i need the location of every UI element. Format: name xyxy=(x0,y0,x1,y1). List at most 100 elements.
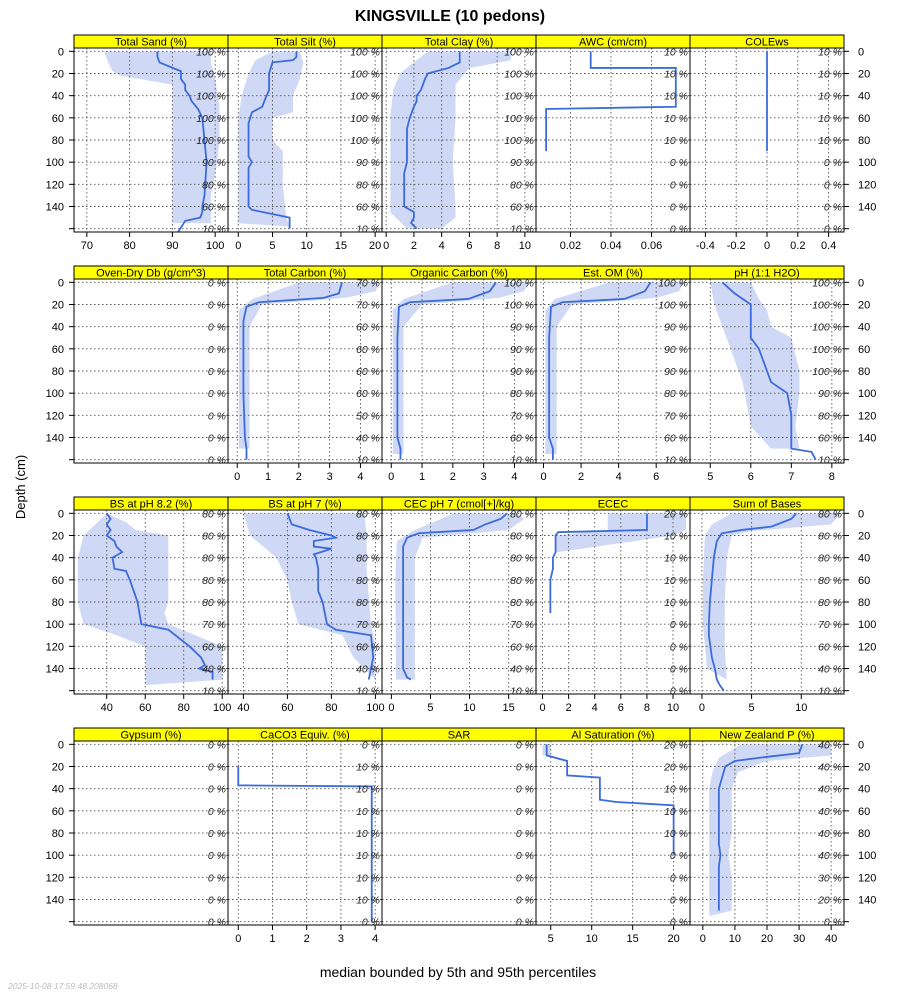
x-tick-label: 8 xyxy=(494,240,500,252)
x-tick-label: 70 xyxy=(81,240,93,252)
panel-data: 10 % 10 % 10 % 10 % 10 % 0 % 0 % 0 % 0 % xyxy=(536,46,690,232)
coverage-label: 90 % xyxy=(510,322,534,334)
y-tick-label: 120 xyxy=(858,641,876,653)
panel-title: Est. OM (%) xyxy=(583,268,643,280)
panel-title: CaCO3 Equiv. (%) xyxy=(260,730,350,742)
x-tick-label: 0 xyxy=(540,471,546,483)
coverage-label: 0 % xyxy=(516,895,534,907)
x-tick-label: 4 xyxy=(357,471,363,483)
y-tick-label: 40 xyxy=(858,91,870,103)
coverage-label: 40 % xyxy=(818,850,842,862)
coverage-label: 0 % xyxy=(824,917,842,929)
coverage-label: 10 % xyxy=(664,784,688,796)
coverage-label: 100 % xyxy=(350,68,380,80)
y-tick-label: 40 xyxy=(52,553,64,565)
x-tick-label: 80 xyxy=(178,702,190,714)
coverage-label: 40 % xyxy=(510,664,534,676)
coverage-label: 0 % xyxy=(362,917,380,929)
coverage-label: 0 % xyxy=(208,806,226,818)
y-tick-label: 40 xyxy=(858,322,870,334)
coverage-label: 60 % xyxy=(818,641,842,653)
x-tick-label: 80 xyxy=(123,240,135,252)
coverage-label: 0 % xyxy=(362,739,380,751)
coverage-label: 80 % xyxy=(356,508,380,520)
coverage-label: 60 % xyxy=(510,202,534,214)
coverage-label: 70 % xyxy=(356,299,380,311)
y-tick-label: 20 xyxy=(858,761,870,773)
x-tick-label: 5 xyxy=(749,702,755,714)
coverage-label: 80 % xyxy=(202,179,226,191)
x-tick-label: 60 xyxy=(281,702,293,714)
coverage-label: 0 % xyxy=(670,850,688,862)
x-tick-label: 80 xyxy=(325,702,337,714)
panel: ECEC 20 % 10 % 10 % 10 % 10 % 0 % 0 % 0 % 0 % 0 2 4 6… xyxy=(535,496,691,714)
panel-title: AWC (cm/cm) xyxy=(579,37,647,49)
y-tick-label: 120 xyxy=(46,872,64,884)
coverage-label: 90 % xyxy=(510,344,534,356)
x-tick-label: 40 xyxy=(237,702,249,714)
x-tick-label: 20 xyxy=(369,240,381,252)
coverage-label: 10 % xyxy=(664,46,688,58)
y-tick-label: 0 xyxy=(858,277,864,289)
y-tick-label: 140 xyxy=(858,664,876,676)
coverage-label: 60 % xyxy=(356,388,380,400)
x-tick-label: 5 xyxy=(548,933,554,945)
x-tick-label: 0.2 xyxy=(790,240,805,252)
x-tick-label: 4 xyxy=(439,240,445,252)
coverage-label: 90 % xyxy=(664,366,688,378)
x-axis-label: median bounded by 5th and 95th percentil… xyxy=(320,964,596,980)
coverage-label: 80 % xyxy=(510,553,534,565)
y-tick-label: 20 xyxy=(52,530,64,542)
panel: Gypsum (%) 0 % 0 % 0 % 0 % 0 % 0 % 0 % 0 % 0 % 0 20… xyxy=(46,727,229,929)
panel: Oven-Dry Db (g/cm^3)0 %0 %0 %0 %0 %0 %0 … xyxy=(46,265,229,464)
coverage-label: 40 % xyxy=(202,664,226,676)
coverage-label: 0 % xyxy=(208,917,226,929)
x-tick-label: 100 xyxy=(206,240,224,252)
coverage-label: 10 % xyxy=(356,872,380,884)
y-tick-label: 20 xyxy=(52,761,64,773)
x-tick-label: 15 xyxy=(503,702,515,714)
x-tick-label: 5 xyxy=(707,471,713,483)
figure-title: KINGSVILLE (10 pedons) xyxy=(355,8,545,25)
y-tick-label: 60 xyxy=(52,344,64,356)
coverage-label: 30 % xyxy=(818,872,842,884)
panel-title: BS at pH 8.2 (%) xyxy=(110,499,193,511)
median-line xyxy=(237,766,373,922)
y-tick-label: 20 xyxy=(52,299,64,311)
panel-data: 100 % 100 % 90 % 90 % 90 % 80 % 70 % 60 % 10 % xyxy=(382,279,536,463)
coverage-label: 10 % xyxy=(664,455,688,467)
coverage-label: 10 % xyxy=(664,530,688,542)
coverage-label: 20 % xyxy=(817,895,842,907)
x-tick-label: 5 xyxy=(427,702,433,714)
x-tick-label: 10 xyxy=(795,702,807,714)
panel-data: 80 % 80 % 80 % 80 % 80 % 70 % 60 % 40 % 10 % xyxy=(690,510,844,694)
coverage-label: 10 % xyxy=(356,828,380,840)
coverage-label: 70 % xyxy=(664,410,688,422)
coverage-label: 100 % xyxy=(196,91,226,103)
y-tick-label: 100 xyxy=(46,619,64,631)
coverage-label: 0 % xyxy=(670,202,688,214)
coverage-label: 10 % xyxy=(664,553,688,565)
x-tick-label: 10 xyxy=(586,933,598,945)
x-tick-label: 40 xyxy=(101,702,113,714)
coverage-label: 80 % xyxy=(202,553,226,565)
panel-data: 100 % 100 % 90 % 90 % 90 % 80 % 70 % 60 % 10 % xyxy=(536,277,690,467)
panel-data: 0 % 0 % 0 % 0 % 0 % 0 % 0 % 0 % 0 % xyxy=(74,279,228,463)
x-tick-label: 1 xyxy=(419,471,425,483)
coverage-label: 60 % xyxy=(356,366,380,378)
coverage-label: 80 % xyxy=(818,575,842,587)
median-line xyxy=(402,512,508,681)
coverage-label: 80 % xyxy=(818,597,842,609)
coverage-label: 100 % xyxy=(658,277,688,289)
y-tick-label: 60 xyxy=(858,344,870,356)
panel-title: Total Carbon (%) xyxy=(264,268,347,280)
coverage-label: 0 % xyxy=(670,686,688,698)
y-tick-label: 80 xyxy=(52,135,64,147)
coverage-label: 90 % xyxy=(510,366,534,378)
coverage-label: 10 % xyxy=(664,135,688,147)
coverage-label: 60 % xyxy=(510,641,534,653)
coverage-label: 10 % xyxy=(510,224,534,236)
y-tick-label: 40 xyxy=(52,91,64,103)
coverage-label: 100 % xyxy=(504,113,534,125)
coverage-label: 0 % xyxy=(516,917,534,929)
